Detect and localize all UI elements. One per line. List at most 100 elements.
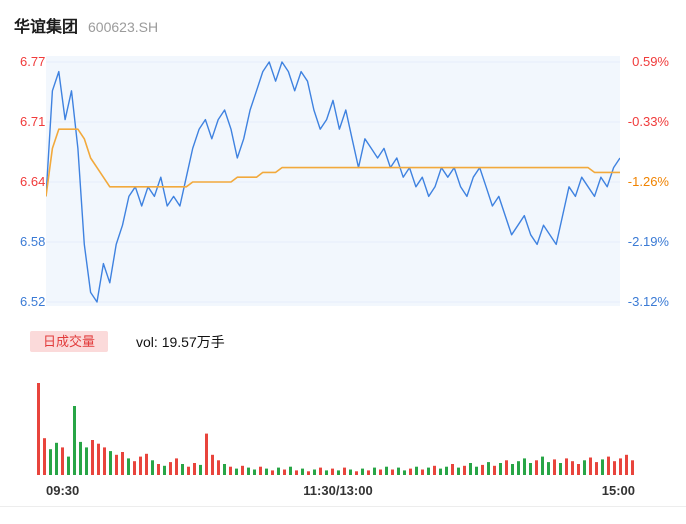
volume-bar <box>517 461 520 475</box>
volume-bar <box>379 469 382 475</box>
volume-bar <box>577 464 580 475</box>
volume-bar <box>523 458 526 475</box>
volume-bar <box>283 469 286 475</box>
intraday-price-chart[interactable] <box>46 56 620 306</box>
volume-bar <box>37 383 40 475</box>
volume-chart[interactable] <box>36 380 636 475</box>
volume-bar <box>313 469 316 475</box>
volume-bar <box>403 470 406 475</box>
volume-bar <box>619 458 622 475</box>
price-axis-label: 6.64 <box>20 174 46 189</box>
volume-bar <box>241 465 244 475</box>
volume-bar <box>55 442 58 475</box>
x-tick-midday: 11:30/13:00 <box>303 483 373 498</box>
volume-bar <box>271 470 274 475</box>
volume-bar <box>301 468 304 475</box>
volume-bar <box>121 452 124 475</box>
volume-bar <box>529 463 532 475</box>
volume-bar <box>445 466 448 475</box>
volume-bar <box>289 466 292 475</box>
volume-bar <box>493 465 496 475</box>
volume-bar <box>565 458 568 475</box>
volume-bar <box>331 468 334 475</box>
volume-bar <box>451 464 454 475</box>
price-line <box>46 61 620 303</box>
volume-bar <box>559 463 562 475</box>
volume-bar <box>97 443 100 475</box>
volume-bar <box>385 466 388 475</box>
volume-bar <box>457 467 460 475</box>
stock-code: 600623.SH <box>88 19 159 35</box>
volume-bar <box>361 468 364 475</box>
volume-bar <box>103 447 106 475</box>
volume-bar <box>487 462 490 475</box>
volume-bar <box>253 469 256 475</box>
volume-bar <box>439 468 442 475</box>
volume-bar <box>463 465 466 475</box>
volume-bar <box>391 469 394 475</box>
volume-bar <box>469 463 472 475</box>
volume-bar <box>259 466 262 475</box>
volume-bar <box>547 462 550 475</box>
volume-legend-badge: 日成交量 <box>30 331 109 352</box>
x-tick-open: 09:30 <box>46 483 80 498</box>
volume-bar <box>319 467 322 475</box>
volume-bar <box>67 456 70 475</box>
volume-bar <box>613 461 616 475</box>
volume-bar <box>175 458 178 475</box>
volume-bar <box>265 468 268 475</box>
pct-axis-label: -2.19% <box>627 234 669 249</box>
volume-bar <box>589 457 592 475</box>
volume-bar <box>607 456 610 475</box>
volume-bar <box>571 461 574 475</box>
volume-bar <box>343 467 346 475</box>
volume-bar <box>631 460 634 475</box>
volume-bar <box>553 459 556 475</box>
volume-bar <box>229 466 232 475</box>
volume-bar <box>85 447 88 475</box>
volume-bar <box>169 462 172 475</box>
volume-value-text: vol: 19.57万手 <box>136 333 225 350</box>
volume-bar <box>307 471 310 475</box>
volume-bar <box>409 468 412 475</box>
volume-bar <box>535 460 538 475</box>
volume-bar <box>373 467 376 475</box>
volume-bar <box>337 470 340 475</box>
volume-bar <box>187 466 190 475</box>
volume-bar <box>595 462 598 475</box>
volume-bar <box>157 464 160 475</box>
volume-bar <box>475 466 478 475</box>
volume-bar <box>499 463 502 475</box>
volume-bar <box>505 460 508 475</box>
volume-bar <box>277 467 280 475</box>
pct-axis-label: -0.33% <box>627 114 669 129</box>
volume-bar <box>181 464 184 475</box>
volume-bar <box>91 440 94 475</box>
volume-bar <box>481 464 484 475</box>
pct-axis-label: 0.59% <box>632 54 669 69</box>
volume-bar <box>625 454 628 475</box>
volume-bar <box>205 433 208 475</box>
volume-bar <box>601 459 604 475</box>
volume-bar <box>43 438 46 475</box>
volume-bar <box>79 441 82 475</box>
volume-bar <box>325 470 328 475</box>
volume-bar <box>349 469 352 475</box>
volume-legend-row: 日成交量 vol: 19.57万手 <box>30 331 225 352</box>
volume-bar <box>433 465 436 475</box>
volume-bar <box>211 454 214 475</box>
bottom-divider <box>0 506 686 507</box>
volume-bar <box>151 460 154 475</box>
volume-bar <box>73 406 76 475</box>
volume-bar <box>511 464 514 475</box>
volume-bar <box>235 468 238 475</box>
volume-bar <box>133 461 136 475</box>
volume-bar <box>223 464 226 475</box>
volume-bar <box>139 456 142 475</box>
volume-bar <box>355 471 358 475</box>
volume-bar <box>541 456 544 475</box>
volume-bar <box>193 463 196 475</box>
volume-bar <box>127 458 130 475</box>
volume-bar <box>421 469 424 475</box>
